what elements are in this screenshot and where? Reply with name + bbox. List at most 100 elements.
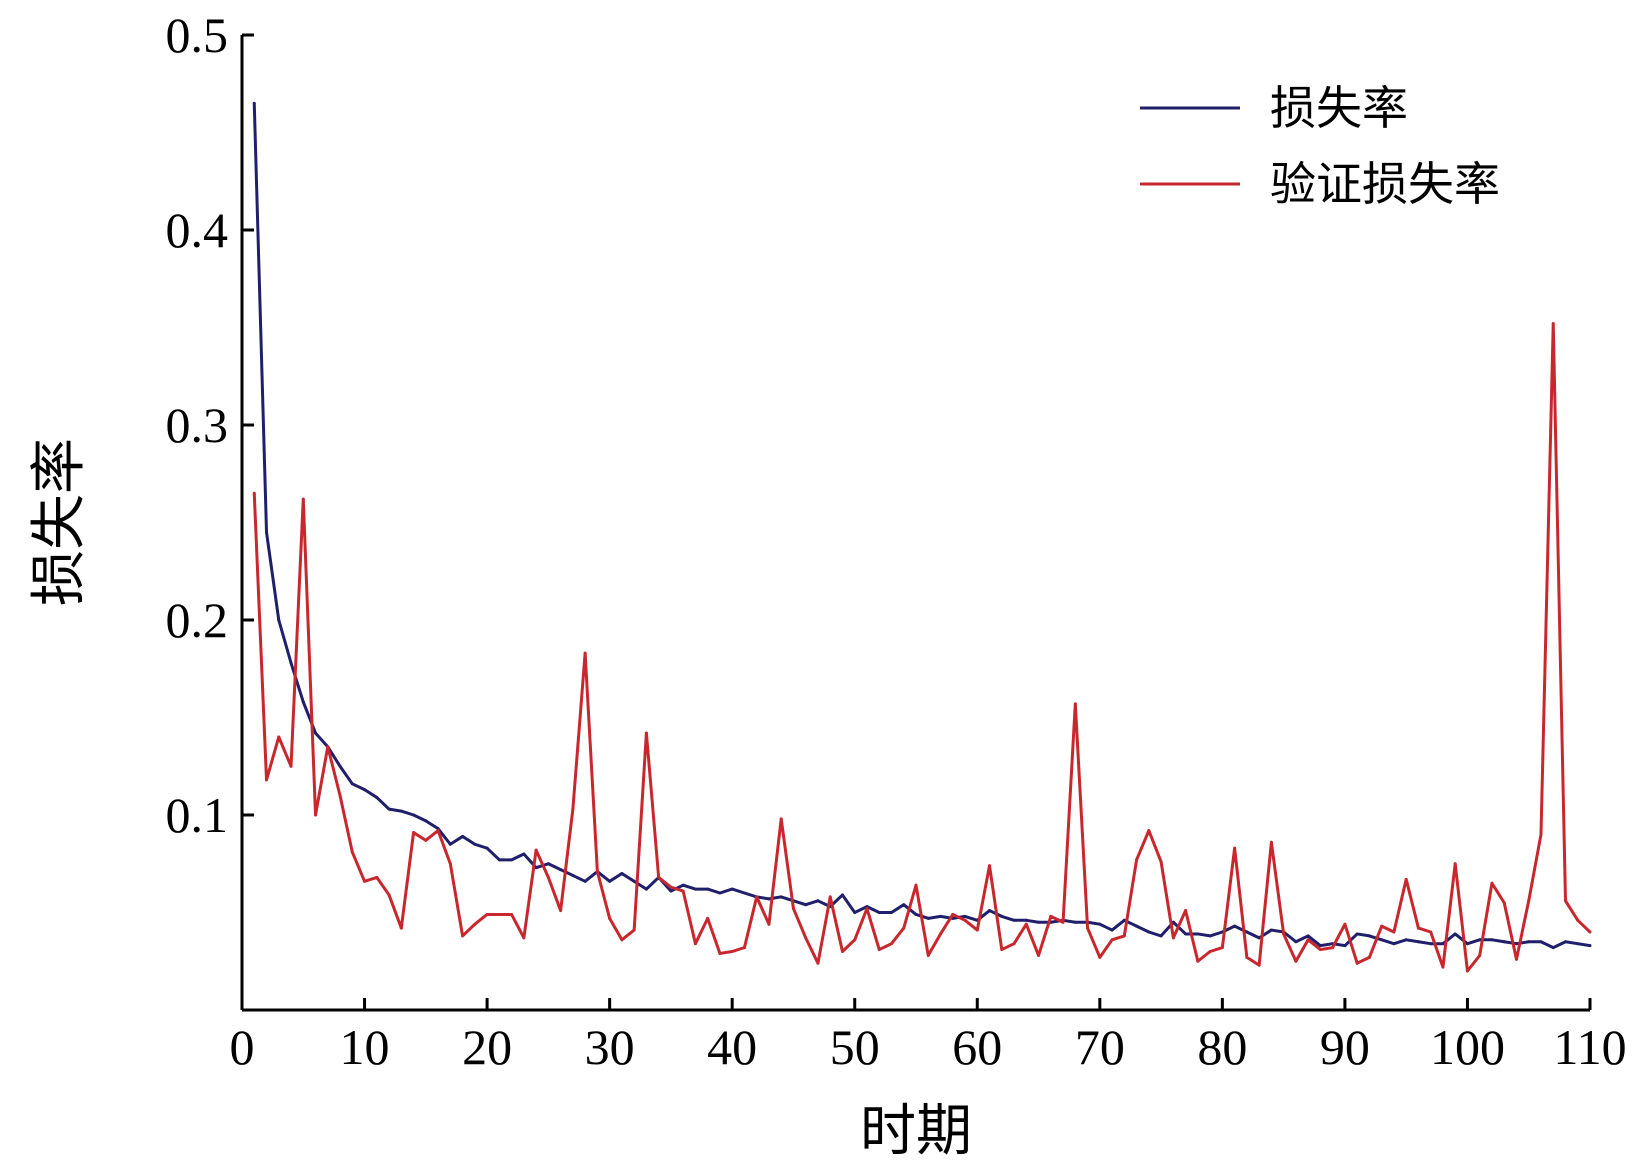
data-point <box>926 953 930 957</box>
data-point <box>779 895 783 899</box>
data-point <box>1122 934 1126 938</box>
data-point <box>865 907 869 911</box>
data-point <box>1000 914 1004 918</box>
data-point <box>730 887 734 891</box>
data-point <box>522 936 526 940</box>
data-point <box>632 928 636 932</box>
data-point <box>1551 946 1555 950</box>
data-point <box>1588 944 1592 948</box>
data-point <box>1110 928 1114 932</box>
data-point <box>1527 940 1531 944</box>
data-point <box>816 899 820 903</box>
data-point <box>1465 942 1469 946</box>
data-point <box>939 932 943 936</box>
data-point <box>546 875 550 879</box>
data-point <box>546 862 550 866</box>
data-point <box>1392 942 1396 946</box>
data-point <box>1490 938 1494 942</box>
data-point <box>1306 938 1310 942</box>
data-point <box>1184 932 1188 936</box>
x-tick-label: 70 <box>1075 1019 1125 1075</box>
data-point <box>1000 948 1004 952</box>
legend: 损失率 验证损失率 <box>1140 81 1500 211</box>
data-point <box>1282 932 1286 936</box>
data-point <box>1245 930 1249 934</box>
x-tick-label: 10 <box>340 1019 390 1075</box>
y-axis-ticks: 0.1 0.2 0.3 0.4 0.5 <box>166 7 254 843</box>
data-point <box>877 948 881 952</box>
data-point <box>1404 877 1408 881</box>
data-point <box>1367 955 1371 959</box>
data-point <box>1306 934 1310 938</box>
data-point <box>644 887 648 891</box>
series-points-val-loss <box>252 322 1592 973</box>
y-tick-label: 0.5 <box>166 7 229 63</box>
data-point <box>1576 942 1580 946</box>
data-point <box>1269 840 1273 844</box>
x-tick-label: 50 <box>830 1019 880 1075</box>
data-point <box>1380 938 1384 942</box>
data-point <box>1404 938 1408 942</box>
data-point <box>412 831 416 835</box>
data-point <box>1563 899 1567 903</box>
data-point <box>1024 922 1028 926</box>
data-point <box>1159 934 1163 938</box>
x-tick-label: 60 <box>952 1019 1002 1075</box>
data-point <box>1135 924 1139 928</box>
data-point <box>252 101 256 105</box>
data-point <box>1159 860 1163 864</box>
x-axis-title: 时期 <box>860 1099 972 1164</box>
data-point <box>816 961 820 965</box>
data-point <box>1245 955 1249 959</box>
data-point <box>350 782 354 786</box>
data-point <box>522 852 526 856</box>
data-point <box>1453 862 1457 866</box>
data-point <box>289 764 293 768</box>
data-point <box>669 889 673 893</box>
data-point <box>1490 881 1494 885</box>
data-point <box>988 864 992 868</box>
data-point <box>1576 918 1580 922</box>
data-point <box>1037 953 1041 957</box>
data-point <box>1012 918 1016 922</box>
data-point <box>1429 942 1433 946</box>
data-point <box>804 936 808 940</box>
data-point <box>902 926 906 930</box>
x-tick-label: 30 <box>585 1019 635 1075</box>
data-point <box>1441 965 1445 969</box>
data-point <box>902 903 906 907</box>
data-point <box>583 651 587 655</box>
data-point <box>1355 961 1359 965</box>
data-point <box>375 875 379 879</box>
data-point <box>399 809 403 813</box>
data-point <box>534 848 538 852</box>
data-point <box>889 942 893 946</box>
data-point <box>252 491 256 495</box>
data-point <box>1171 920 1175 924</box>
data-point <box>1294 959 1298 963</box>
data-point <box>583 879 587 883</box>
data-point <box>608 916 612 920</box>
data-point <box>840 950 844 953</box>
data-point <box>314 813 318 817</box>
data-point <box>1539 833 1543 836</box>
data-point <box>289 661 293 665</box>
data-point <box>693 887 697 891</box>
data-point <box>1514 957 1518 961</box>
data-point <box>363 788 367 792</box>
data-point <box>350 850 354 854</box>
data-point <box>1122 918 1126 922</box>
legend-label-val-loss: 验证损失率 <box>1270 157 1500 211</box>
series-points-loss <box>252 101 1592 950</box>
data-point <box>1220 946 1224 950</box>
data-point <box>1110 938 1114 942</box>
data-point <box>914 912 918 916</box>
data-point <box>1196 959 1200 963</box>
data-point <box>644 731 648 735</box>
data-point <box>1061 920 1065 924</box>
data-point <box>375 795 379 799</box>
y-tick-label: 0.3 <box>166 397 229 453</box>
x-tick-label: 20 <box>462 1019 512 1075</box>
data-point <box>1563 940 1567 944</box>
y-tick-label: 0.1 <box>166 787 229 843</box>
